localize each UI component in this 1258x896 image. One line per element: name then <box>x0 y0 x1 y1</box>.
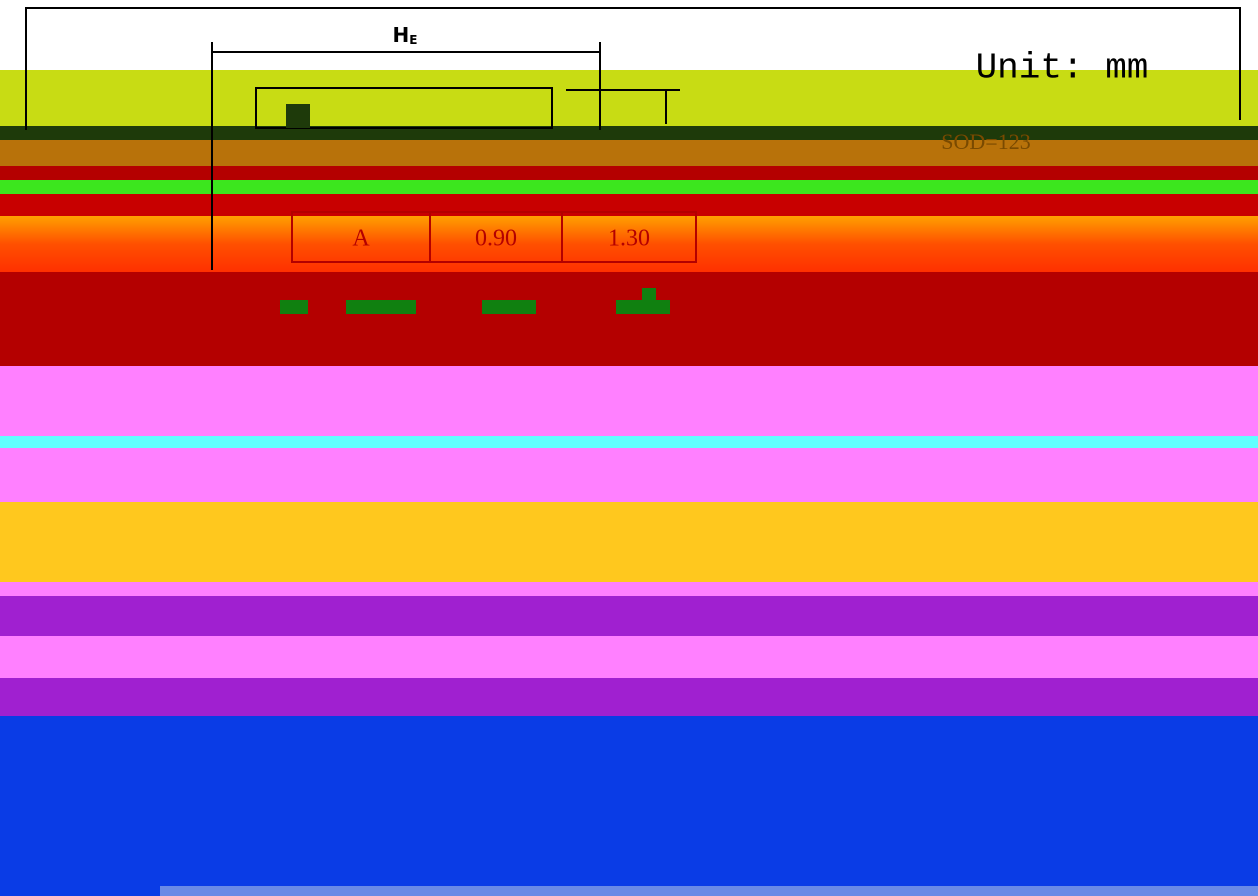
band <box>0 366 1258 502</box>
band <box>0 194 1258 216</box>
band <box>0 0 1258 70</box>
pad <box>286 104 310 128</box>
body-outline <box>255 87 553 129</box>
band <box>0 502 1258 582</box>
pad <box>482 300 536 314</box>
dimension-label: HE <box>393 23 418 47</box>
dimension-symbol: H <box>393 23 410 47</box>
pad <box>280 300 308 314</box>
table-frame <box>291 211 697 263</box>
table-cell: 1.30 <box>608 226 650 252</box>
table-header: A <box>352 226 370 252</box>
table-cell: 0.90 <box>475 226 517 252</box>
band <box>0 272 1258 366</box>
band <box>0 716 1258 896</box>
pad <box>346 300 416 314</box>
package-label: SOD=123 <box>941 129 1030 154</box>
band <box>0 140 1258 166</box>
outline <box>25 7 1241 270</box>
band <box>0 70 1258 126</box>
band <box>160 886 1258 896</box>
frame <box>25 7 1241 130</box>
band <box>0 596 1258 636</box>
band <box>0 678 1258 716</box>
pads <box>280 288 670 314</box>
band <box>0 180 1258 194</box>
table-lines <box>291 211 697 263</box>
pad <box>616 300 670 314</box>
dimension-subscript: E <box>409 33 417 47</box>
unit-label: Unit: mm <box>976 48 1149 89</box>
band <box>0 166 1258 180</box>
band <box>0 436 1258 448</box>
band <box>0 126 1258 140</box>
pad <box>642 288 656 302</box>
